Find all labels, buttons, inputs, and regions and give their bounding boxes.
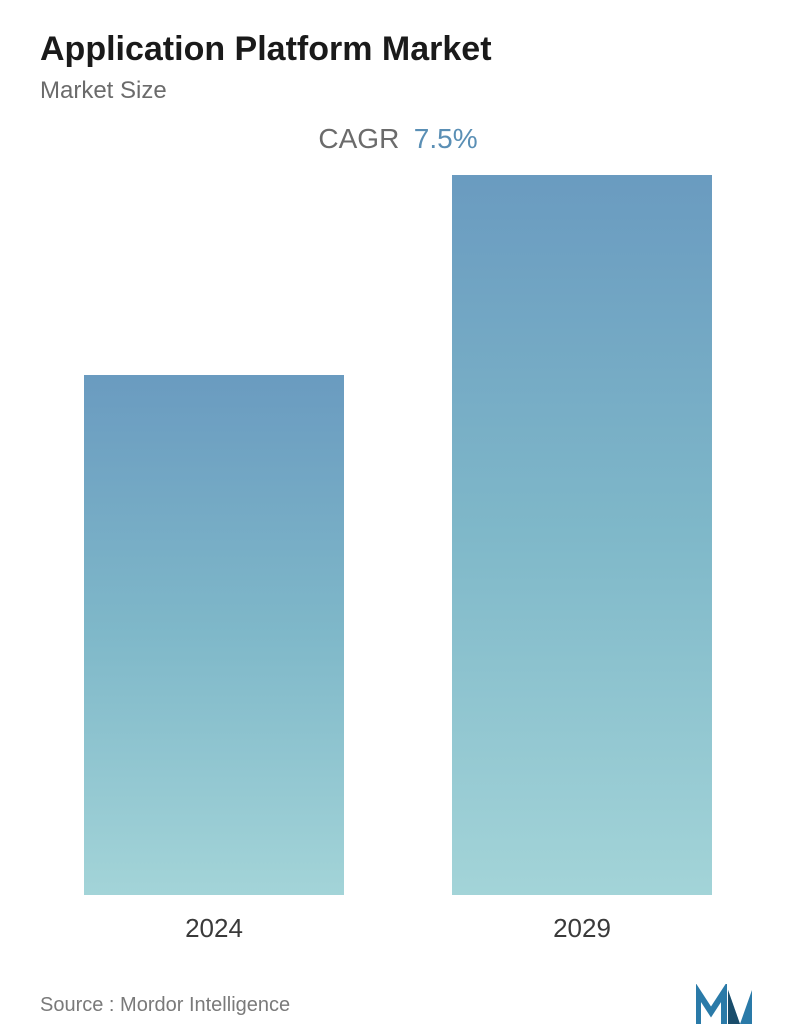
chart-subtitle: Market Size bbox=[40, 77, 756, 105]
bar-2029 bbox=[452, 175, 712, 895]
chart-container: Application Platform Market Market Size … bbox=[0, 0, 796, 1034]
bar-2024 bbox=[84, 375, 344, 895]
bar-group-2024: 2024 bbox=[70, 175, 358, 944]
mordor-logo-icon bbox=[696, 984, 756, 1026]
cagr-value: 7.5% bbox=[414, 123, 478, 154]
source-text: Source : Mordor Intelligence bbox=[40, 994, 290, 1017]
cagr-label: CAGR bbox=[318, 123, 399, 154]
bar-label-2029: 2029 bbox=[553, 913, 611, 944]
bar-label-2024: 2024 bbox=[185, 913, 243, 944]
chart-title: Application Platform Market bbox=[40, 30, 756, 69]
bar-group-2029: 2029 bbox=[438, 175, 726, 944]
chart-area: 2024 2029 bbox=[40, 175, 756, 954]
cagr-row: CAGR 7.5% bbox=[40, 123, 756, 155]
footer-row: Source : Mordor Intelligence bbox=[40, 954, 756, 1036]
